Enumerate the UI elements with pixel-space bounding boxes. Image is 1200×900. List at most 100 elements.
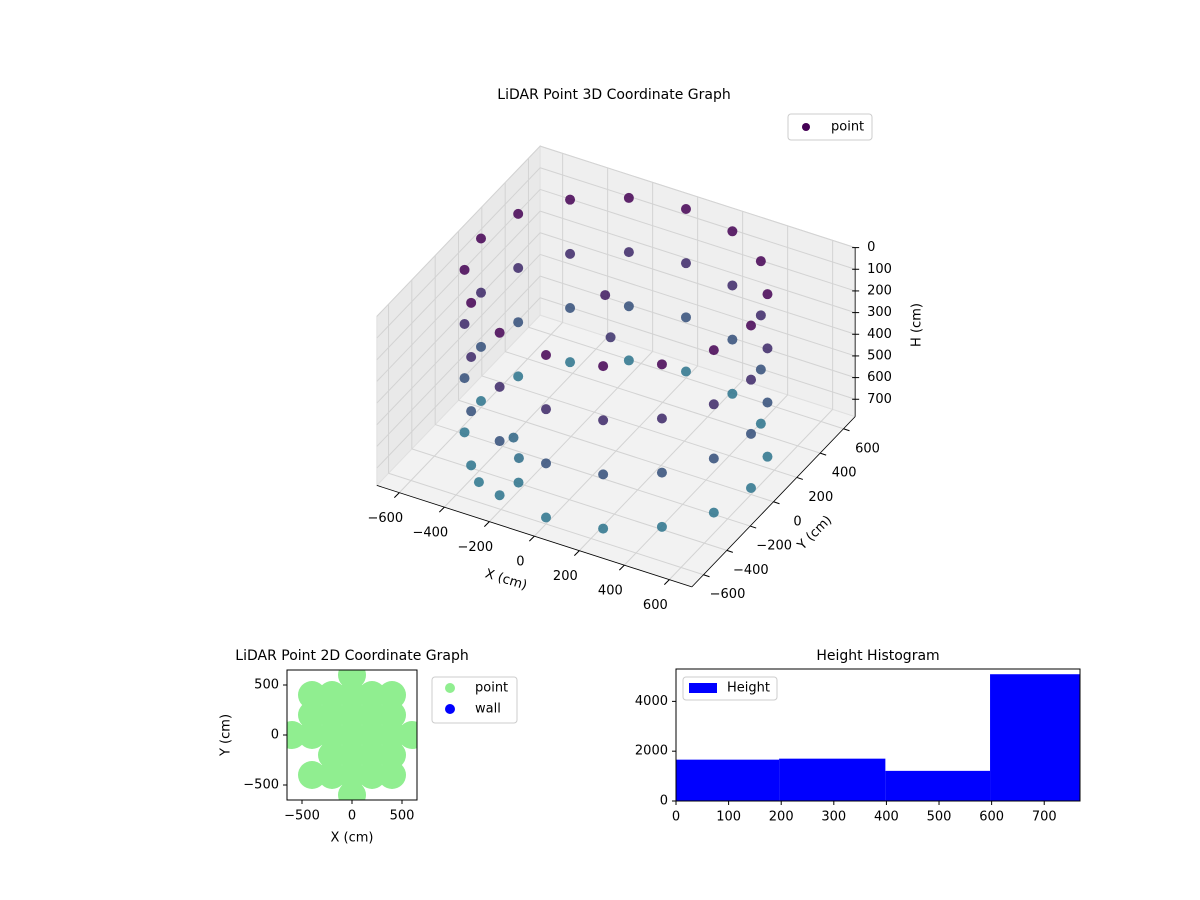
point	[378, 701, 406, 729]
point	[318, 701, 346, 729]
x-tick-label: 100	[716, 810, 741, 825]
point	[727, 334, 738, 345]
x-tick-label: 0	[672, 810, 680, 825]
point	[298, 721, 326, 749]
x-axis-line	[376, 485, 692, 588]
point	[656, 359, 667, 370]
point	[623, 301, 634, 312]
point	[600, 290, 611, 301]
x-axis-label: X (cm)	[331, 831, 374, 846]
chart-title: LiDAR Point 3D Coordinate Graph	[497, 87, 730, 103]
point	[494, 490, 505, 501]
legend-marker	[445, 704, 455, 714]
x-tick-label: 200	[769, 810, 794, 825]
y-axis-label: Y (cm)	[219, 714, 234, 757]
point	[598, 523, 609, 534]
point	[318, 681, 346, 709]
legend-label: wall	[475, 702, 501, 717]
point	[494, 327, 505, 338]
y-tick-label: 600	[855, 441, 880, 456]
x-tick-label: 700	[1032, 810, 1057, 825]
point	[541, 512, 552, 523]
grid-line	[539, 188, 856, 292]
x-tick-label: 200	[553, 569, 578, 584]
point	[541, 458, 552, 469]
point	[513, 208, 524, 219]
grid-line	[458, 399, 774, 503]
bar	[885, 770, 991, 801]
chart-title: Height Histogram	[816, 648, 939, 664]
y-tick-label: 0	[793, 514, 801, 529]
point	[338, 721, 366, 749]
y-tick-label: 500	[254, 678, 279, 693]
grid-line	[539, 275, 856, 379]
point	[727, 388, 738, 399]
point	[494, 436, 505, 447]
point	[708, 399, 719, 410]
y-tick-label: 400	[832, 466, 857, 481]
point	[762, 397, 773, 408]
y-tick-label: 0	[660, 794, 668, 809]
point	[473, 477, 484, 488]
legend-marker	[689, 683, 717, 693]
grid-line	[539, 210, 856, 314]
grid-line	[376, 145, 541, 317]
point	[466, 406, 477, 417]
x-tick-label: 600	[643, 598, 668, 613]
point	[755, 364, 766, 375]
point	[318, 761, 346, 789]
z-tick-label: 600	[867, 370, 892, 385]
point	[378, 681, 406, 709]
point	[762, 343, 773, 354]
point	[494, 381, 505, 392]
point	[727, 280, 738, 291]
point	[565, 303, 576, 314]
point	[680, 366, 691, 377]
grid-line	[505, 351, 821, 454]
point	[746, 320, 756, 331]
point	[623, 192, 634, 203]
point	[680, 258, 691, 269]
tick-mark	[843, 428, 850, 432]
grid-line	[411, 448, 727, 551]
point	[459, 373, 470, 384]
grid-line	[539, 232, 856, 335]
grid-line	[539, 253, 856, 357]
point	[755, 256, 766, 267]
point	[605, 332, 616, 343]
grid-line	[376, 254, 541, 426]
grid-line	[376, 167, 541, 339]
grid-line	[376, 232, 541, 404]
y-tick-label: 2000	[635, 744, 668, 759]
point	[755, 418, 766, 429]
tick-mark	[703, 574, 710, 578]
tick-mark	[438, 506, 445, 513]
point	[746, 428, 756, 439]
point	[598, 415, 609, 426]
grid-line	[376, 189, 541, 361]
z-tick-label: 0	[867, 240, 875, 255]
y-tick-label: −500	[243, 778, 279, 793]
point	[298, 761, 326, 789]
point	[466, 460, 477, 471]
point	[598, 469, 609, 480]
point	[358, 681, 386, 709]
point	[466, 352, 477, 363]
legend-label: point	[475, 681, 508, 696]
plot-area	[287, 670, 417, 800]
point	[358, 761, 386, 789]
point	[746, 374, 756, 385]
bar	[779, 758, 886, 801]
tick-mark	[663, 579, 670, 586]
y-tick-label: −200	[756, 539, 792, 554]
z-tick-label: 300	[867, 305, 892, 320]
point	[513, 453, 524, 464]
point	[762, 289, 773, 300]
point	[656, 467, 667, 478]
legend-box	[682, 676, 778, 701]
point	[466, 297, 477, 308]
y-tick-label: −400	[733, 563, 769, 578]
axes-frame	[675, 668, 1081, 802]
z-tick-label: 100	[867, 262, 892, 277]
